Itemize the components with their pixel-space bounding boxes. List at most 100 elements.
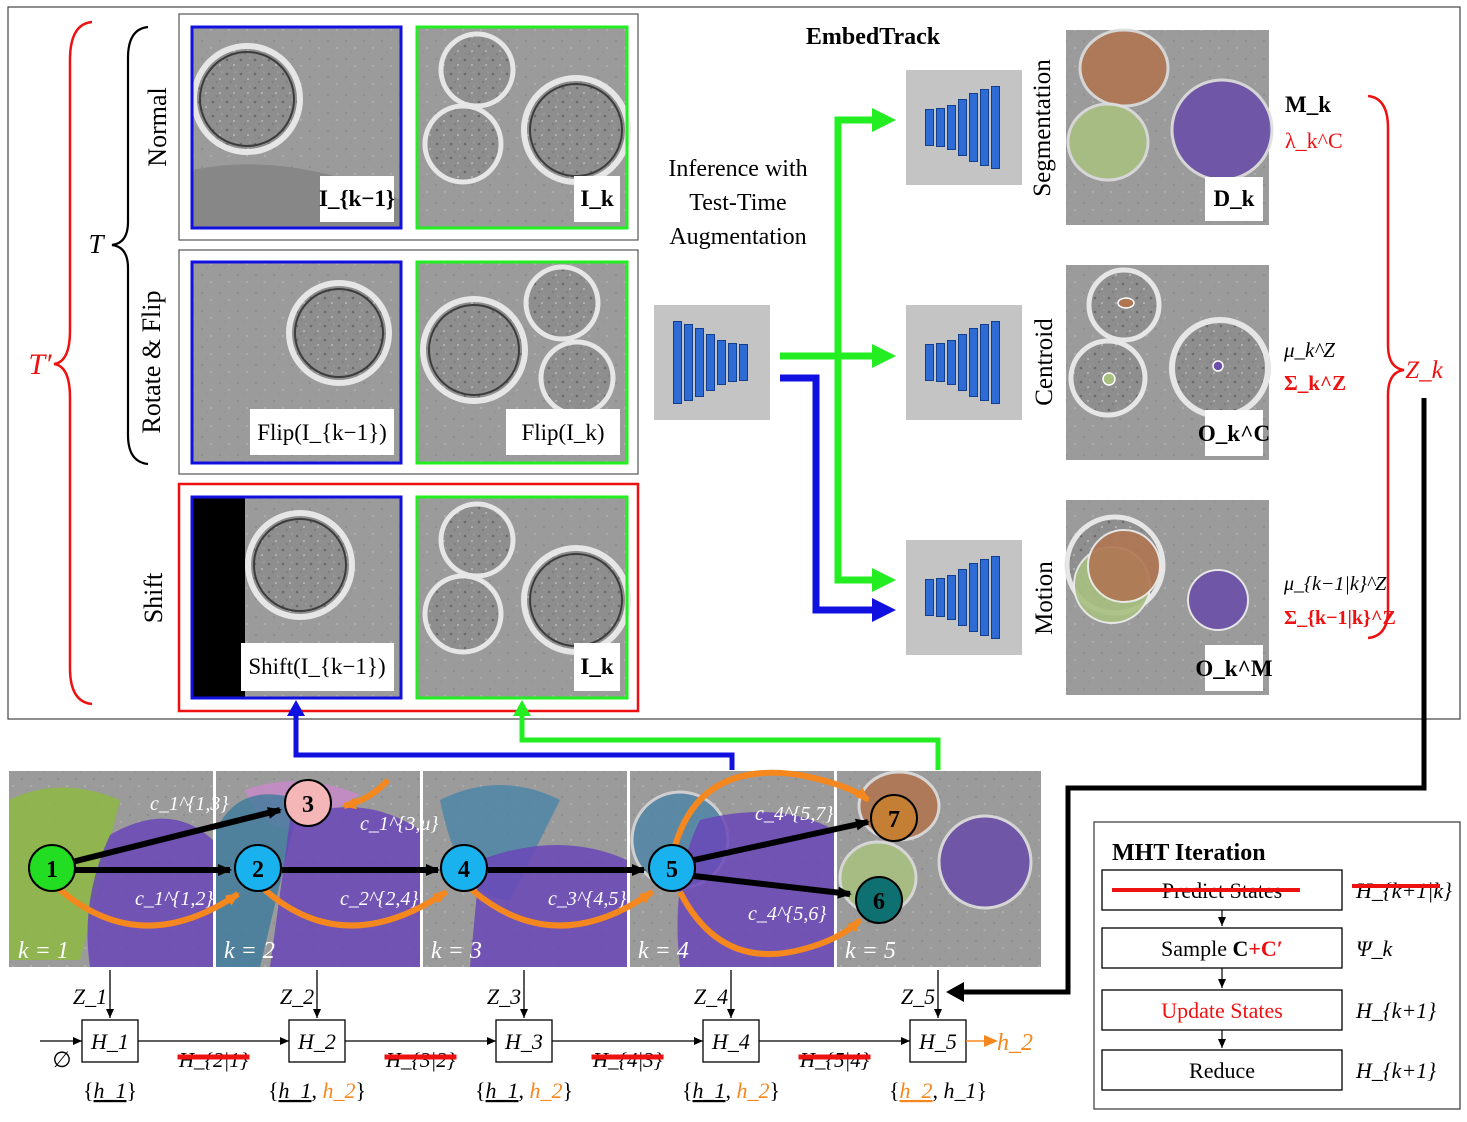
label-shift-I-k: I_k	[580, 654, 613, 679]
group-label-normal: Normal	[143, 87, 172, 166]
cost-c2-24: c_2^{2,4}	[340, 888, 418, 910]
inference-line-2: Test-Time	[689, 190, 786, 216]
blue-arrowhead-motion	[872, 598, 896, 622]
blue-feedback-arrow	[293, 712, 735, 770]
green-arrowhead-centroid	[872, 344, 896, 368]
z-k-label: Z_k	[1405, 357, 1443, 384]
svg-text:Reduce: Reduce	[1189, 1058, 1255, 1083]
network-icon-motion	[906, 540, 1022, 655]
panel-normal-cur: I_k	[415, 25, 631, 230]
label-O-k-M: O_k^M	[1195, 656, 1273, 681]
blue-feedback-arrowhead	[287, 700, 305, 716]
predicted-hypothesis-4: H_{5|4}	[799, 1048, 870, 1072]
predicted-hypothesis-2: H_{3|2}	[385, 1048, 456, 1072]
hypothesis-set-3: {h_1, h_2}	[475, 1078, 573, 1103]
group-label-rotate-flip: Rotate & Flip	[137, 291, 166, 434]
label-flip-I-k-minus-1: Flip(I_{k−1})	[257, 420, 387, 445]
label-flip-I-k: Flip(I_k)	[521, 420, 604, 445]
svg-text:6: 6	[873, 889, 885, 915]
z-label-1: Z_1	[73, 984, 107, 1009]
label-shift-I-k-minus-1: Shift(I_{k−1})	[248, 654, 385, 679]
mht-step-symbol-2: Ψ_k	[1356, 936, 1393, 961]
h2-output: h_2	[997, 1030, 1033, 1056]
cost-c3-45: c_3^{4,5}	[548, 888, 626, 910]
hypothesis-box-4: H_4	[702, 1019, 760, 1063]
panel-shift-prev: Shift(I_{k−1})	[190, 495, 403, 700]
edge-4-5-orange	[470, 887, 654, 929]
svg-text:5: 5	[666, 857, 678, 883]
cost-c4-56: c_4^{5,6}	[748, 903, 826, 925]
panel-shift-cur: I_k	[415, 495, 631, 700]
inference-line-3: Augmentation	[669, 224, 806, 250]
cost-c4-57: c_4^{5,7}	[755, 803, 833, 825]
svg-text:7: 7	[888, 807, 900, 833]
mht-step-4: Reduce	[1101, 1049, 1343, 1091]
edge-5-6-black	[693, 873, 852, 899]
head-label-centroid: Centroid	[1031, 318, 1058, 406]
z-label-3: Z_3	[487, 984, 521, 1009]
output-motion-image: O_k^M	[1064, 500, 1273, 695]
frame-label-4: k = 4	[638, 938, 689, 964]
svg-text:1: 1	[46, 857, 58, 883]
svg-text:3: 3	[302, 792, 314, 818]
inference-line-1: Inference with	[668, 156, 807, 182]
panel-normal-prev: I_{k−1}	[190, 25, 403, 230]
hypothesis-set-5: {h_2, h_1}	[889, 1078, 987, 1103]
hypothesis-set-1: {h_1}	[83, 1078, 137, 1103]
edge-5-6-orange	[677, 890, 863, 958]
svg-text:Update States: Update States	[1161, 998, 1283, 1023]
svg-text:H_2: H_2	[297, 1029, 336, 1054]
output-segmentation-image: D_k	[1066, 28, 1274, 225]
tau-prime-label: T′	[28, 348, 52, 381]
tau-brace	[111, 25, 149, 466]
symbol-sigma-k-Z: Σ_k^Z	[1284, 371, 1346, 395]
svg-text:H_5: H_5	[918, 1029, 957, 1054]
hypothesis-box-3: H_3	[495, 1019, 553, 1063]
group-box-normal	[178, 13, 639, 241]
node-7: 7	[870, 794, 918, 842]
svg-text:Sample C+C′: Sample C+C′	[1161, 936, 1283, 961]
mht-step-1: Predict States	[1101, 869, 1343, 911]
edge-1-2-orange	[56, 885, 240, 929]
tau-label: T	[88, 229, 105, 259]
node-2: 2	[234, 844, 282, 892]
group-label-shift: Shift	[139, 572, 168, 623]
node-5: 5	[648, 844, 696, 892]
z-k-brace	[1367, 94, 1405, 640]
z-label-2: Z_2	[280, 984, 314, 1009]
head-label-segmentation: Segmentation	[1029, 59, 1056, 197]
frame-label-2: k = 2	[224, 938, 275, 964]
hypothesis-set-4: {h_1, h_2}	[682, 1078, 780, 1103]
predicted-hypothesis-3: H_{4|3}	[592, 1048, 663, 1072]
node-1: 1	[28, 844, 76, 892]
node-4: 4	[440, 844, 488, 892]
network-icon-main	[654, 305, 770, 420]
green-feedback-arrow	[519, 712, 941, 770]
edge-1-3-black	[71, 807, 282, 865]
z-label-5: Z_5	[901, 984, 935, 1009]
embedtrack-title: EmbedTrack	[806, 24, 941, 50]
hypothesis-box-5: H_5	[909, 1019, 967, 1063]
edge-5-7-orange	[672, 769, 870, 847]
cost-c1-13: c_1^{1,3}	[150, 793, 228, 815]
edge-2-4-orange	[263, 887, 448, 929]
mht-step-symbol-1: H_{k+1|k}	[1355, 878, 1452, 903]
label-I-k: I_k	[580, 186, 613, 211]
panel-flip-cur: Flip(I_k)	[415, 260, 629, 465]
mht-title: MHT Iteration	[1112, 840, 1266, 866]
cost-c1-12: c_1^{1,2}	[135, 888, 213, 910]
node-6: 6	[855, 876, 903, 924]
panel-flip-prev: Flip(I_{k−1})	[190, 260, 403, 465]
symbol-mu-motion: μ_{k−1|k}^Z	[1283, 573, 1387, 595]
frame-label-5: k = 5	[845, 938, 896, 964]
mht-step-symbol-4: H_{k+1}	[1355, 1058, 1436, 1083]
label-I-k-minus-1: I_{k−1}	[319, 186, 395, 211]
tau-prime-brace	[53, 20, 93, 706]
green-feedback-arrowhead	[513, 700, 531, 716]
mht-step-2: Sample C+C′	[1101, 927, 1343, 969]
svg-text:2: 2	[252, 857, 264, 883]
svg-text:H_4: H_4	[711, 1029, 750, 1054]
symbol-M-k: M_k	[1285, 92, 1331, 117]
symbol-lambda-k-C: λ_k^C	[1285, 128, 1343, 153]
network-icon-segmentation	[906, 70, 1022, 185]
